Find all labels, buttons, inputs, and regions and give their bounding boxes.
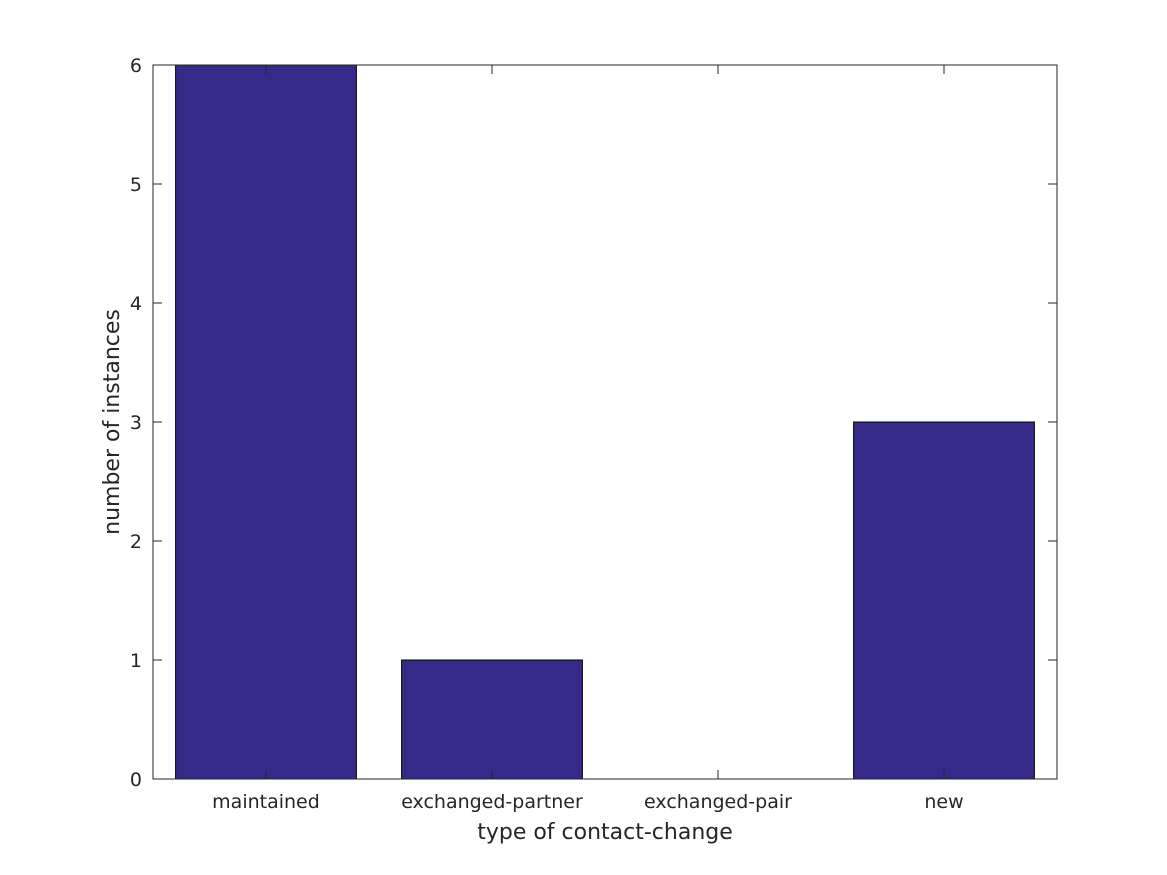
x-tick-label: new	[924, 791, 963, 813]
x-tick-label: exchanged-pair	[644, 791, 792, 813]
y-tick-labels: 0 1 2 3 4 5 6	[130, 55, 142, 791]
bar-exchanged-partner	[401, 659, 583, 780]
x-tick-label: exchanged-partner	[401, 791, 583, 813]
y-tick-label: 4	[130, 293, 142, 315]
y-tick-label: 1	[130, 650, 142, 672]
y-tick-label: 6	[130, 55, 142, 77]
y-tick-label: 3	[130, 412, 142, 434]
x-axis-label: type of contact-change	[477, 820, 733, 845]
x-tick-labels: maintained exchanged-partner exchanged-pai…	[212, 791, 963, 813]
y-tick-label: 5	[130, 174, 142, 196]
y-tick-label: 2	[130, 531, 142, 553]
y-tick-label: 0	[130, 769, 142, 791]
plot-frame	[152, 64, 1058, 780]
bar-new	[853, 421, 1035, 780]
bar-maintained	[175, 64, 357, 780]
y-axis-label: number of instances	[100, 309, 125, 535]
bars-group	[175, 64, 1035, 780]
x-tick-label: maintained	[212, 791, 320, 813]
